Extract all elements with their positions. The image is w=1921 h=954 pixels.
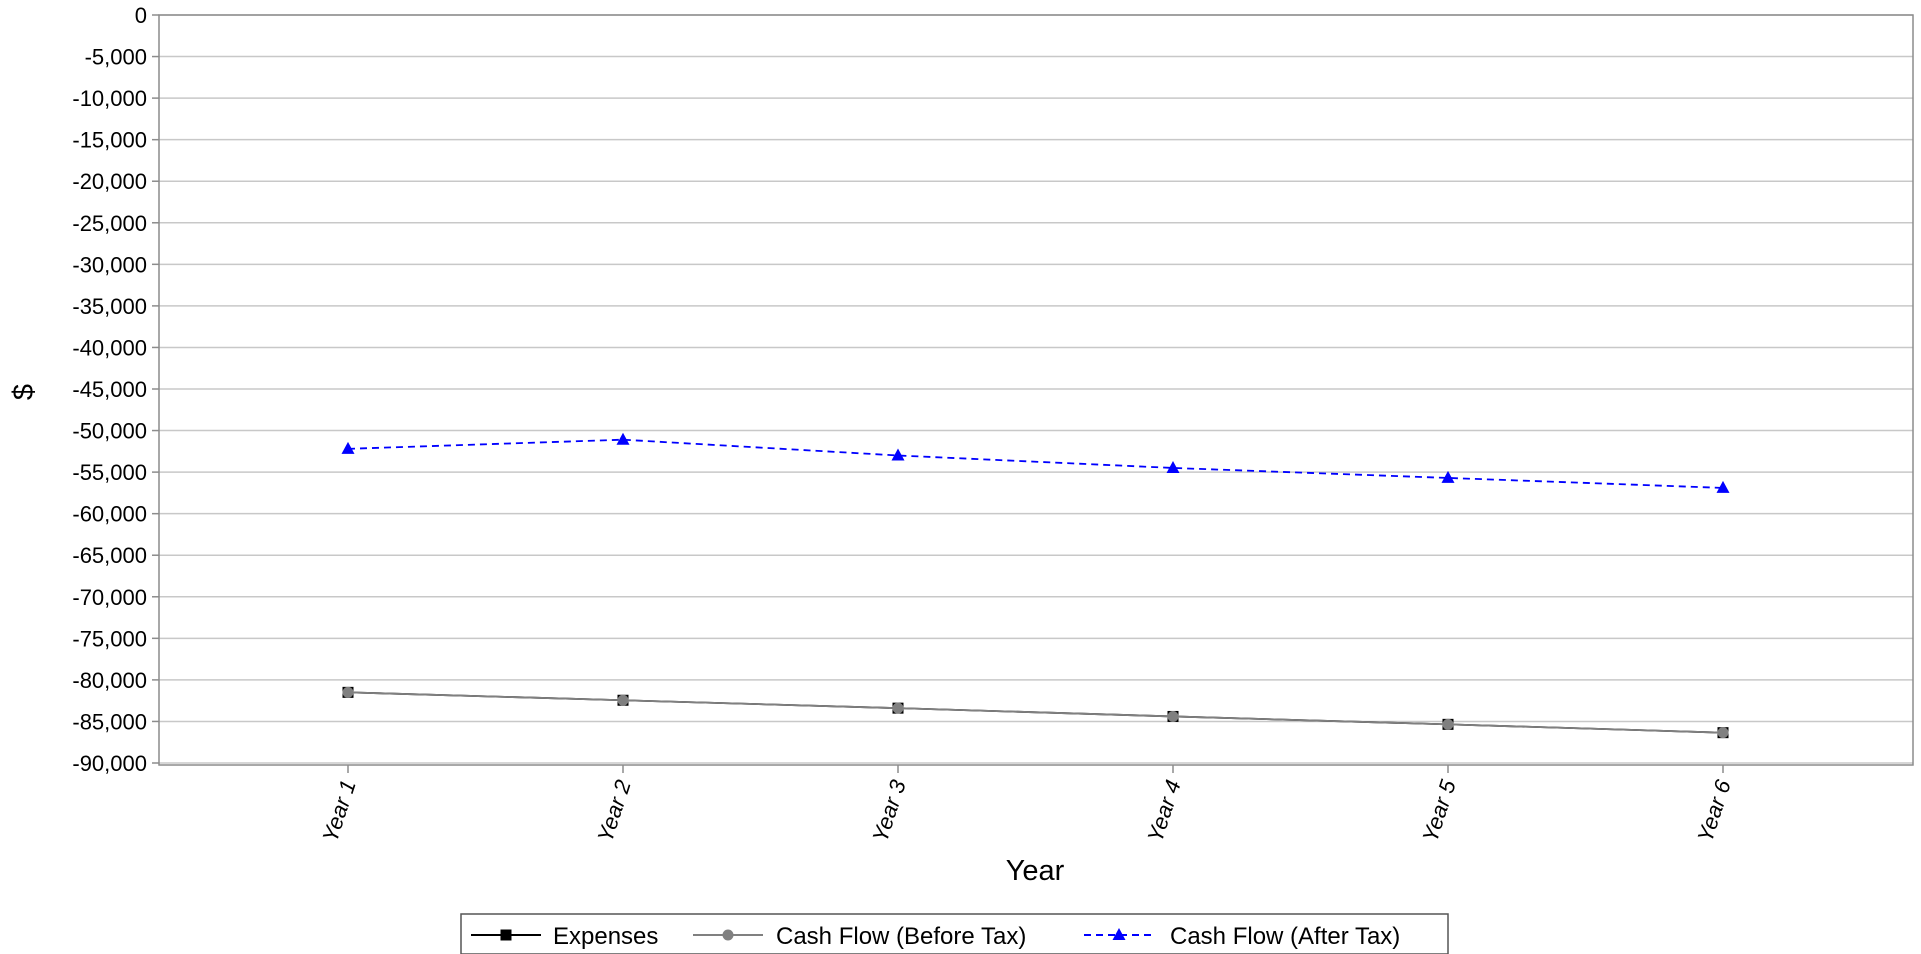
series-line (347, 438, 1724, 489)
data-point (1441, 470, 1455, 483)
x-axis-title: Year (1006, 855, 1065, 887)
data-point (1167, 710, 1179, 722)
data-point (1442, 718, 1454, 730)
legend: Expenses Cash Flow (Before Tax) Cash Flow … (460, 913, 1449, 954)
data-point (617, 694, 629, 706)
y-axis-title: $ (8, 384, 40, 400)
y-tick-label: -75,000 (72, 626, 147, 651)
legend-swatch-marker (1112, 928, 1126, 940)
legend-item-0: Expenses (471, 923, 658, 950)
data-point (341, 441, 355, 454)
legend-box (460, 913, 1449, 954)
y-tick-label: -30,000 (72, 252, 147, 277)
data-point (892, 702, 904, 714)
data-point (1166, 460, 1180, 473)
grid-lines (159, 14, 1913, 764)
legend-item-1: Cash Flow (Before Tax) (693, 923, 1026, 950)
y-tick-label: -70,000 (72, 585, 147, 610)
series-2 (341, 432, 1730, 493)
data-point (1716, 480, 1730, 493)
data-point (1717, 727, 1729, 739)
legend-label: Cash Flow (After Tax) (1170, 923, 1400, 950)
x-tick-label: Year 6 (1692, 776, 1736, 845)
x-tick-label: Year 5 (1417, 776, 1461, 845)
x-tick-label: Year 3 (867, 776, 911, 845)
y-tick-label: -50,000 (72, 419, 147, 444)
legend-items: Expenses Cash Flow (Before Tax) Cash Flow … (471, 923, 1400, 950)
y-axis-ticks: 0 -5,000 -10,000 -15,000 -20,000 -25,000 -30,0… (72, 3, 159, 776)
legend-item-2: Cash Flow (After Tax) (1084, 923, 1400, 950)
series-1 (342, 686, 1729, 739)
series-lines (341, 432, 1730, 739)
y-tick-label: -10,000 (72, 86, 147, 111)
y-tick-label: -60,000 (72, 502, 147, 527)
y-tick-label: -20,000 (72, 169, 147, 194)
data-point (891, 448, 905, 461)
x-axis-ticks: Year 1 Year 2 Year 3 Year 4 Year 5 Year 6 (317, 765, 1736, 845)
y-tick-label: -45,000 (72, 377, 147, 402)
legend-label: Cash Flow (Before Tax) (776, 923, 1026, 950)
x-tick-label: Year 4 (1142, 777, 1185, 845)
y-tick-label: -15,000 (72, 128, 147, 153)
y-tick-label: -40,000 (72, 335, 147, 360)
series-line (347, 691, 1724, 734)
y-tick-label: -35,000 (72, 294, 147, 319)
data-point (616, 432, 630, 445)
data-point (342, 686, 354, 698)
y-tick-label: -65,000 (72, 543, 147, 568)
y-tick-label: -5,000 (85, 45, 147, 70)
legend-swatch-marker (722, 929, 734, 941)
legend-swatch-marker (500, 929, 512, 941)
y-tick-label: 0 (135, 3, 147, 28)
y-tick-label: -25,000 (72, 211, 147, 236)
x-tick-label: Year 2 (592, 777, 635, 845)
y-tick-label: -80,000 (72, 668, 147, 693)
y-tick-label: -85,000 (72, 709, 147, 734)
x-tick-label: Year 1 (317, 777, 360, 845)
y-tick-label: -90,000 (72, 751, 147, 776)
y-tick-label: -55,000 (72, 460, 147, 485)
plot-area (158, 14, 1914, 766)
legend-label: Expenses (553, 923, 658, 950)
